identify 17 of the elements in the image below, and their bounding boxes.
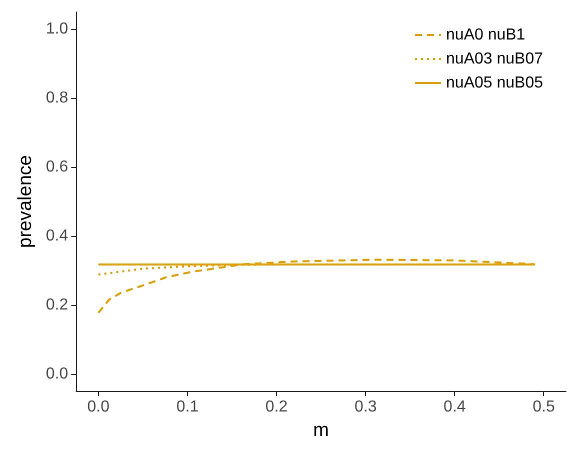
x-axis-title: m [313, 420, 329, 441]
y-tick-label: 0.0 [46, 365, 68, 382]
legend-label: nuA03 nuB07 [446, 50, 544, 68]
x-tick-label: 0.1 [176, 398, 199, 416]
y-tick-label: 0.2 [46, 296, 68, 314]
y-tick-label: 1.0 [46, 20, 68, 38]
y-tick-label: 0.4 [46, 227, 68, 244]
y-axis-title: prevalence [15, 155, 36, 248]
y-tick-label: 0.8 [46, 90, 68, 107]
x-tick-label: 0.2 [265, 398, 288, 416]
y-tick-label: 0.6 [46, 158, 68, 176]
x-tick-label: 0.0 [87, 398, 110, 416]
legend-label: nuA0 nuB1 [446, 26, 526, 44]
x-tick-label: 0.3 [354, 398, 377, 416]
x-tick-label: 0.5 [532, 398, 555, 416]
legend-label: nuA05 nuB05 [446, 74, 544, 92]
x-tick-label: 0.4 [444, 398, 466, 416]
